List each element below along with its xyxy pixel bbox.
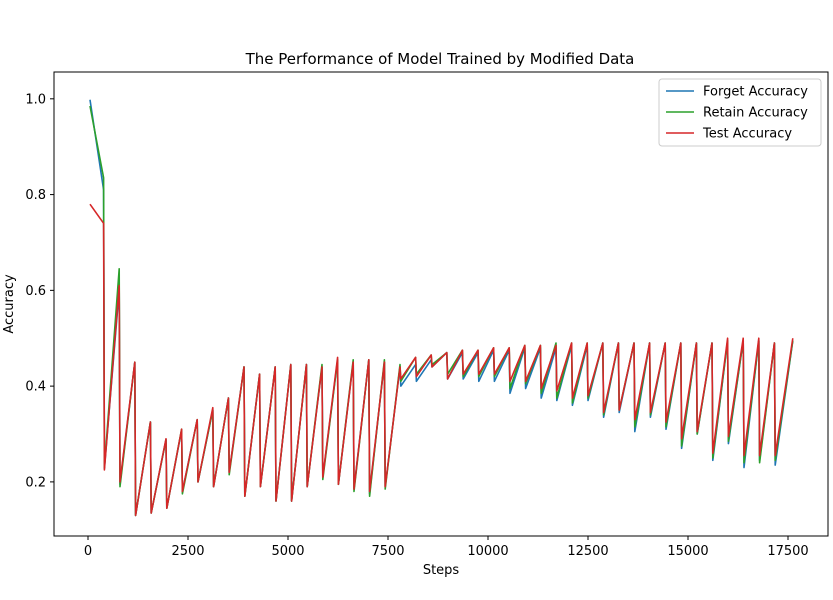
plot-frame bbox=[53, 71, 829, 537]
legend-label: Forget Accuracy bbox=[703, 85, 808, 100]
x-tick-label: 0 bbox=[84, 544, 92, 559]
x-tick-label: 12500 bbox=[567, 544, 608, 559]
x-axis: 0 2500 5000 7500 10000 12500 15000 17500 bbox=[84, 536, 809, 559]
x-tick-label: 15000 bbox=[667, 544, 708, 559]
series-line-forget-accuracy bbox=[89, 99, 794, 517]
x-tick-label: 5000 bbox=[271, 544, 304, 559]
chart-title: The Performance of Model Trained by Modi… bbox=[245, 50, 635, 68]
series-line-test-accuracy bbox=[89, 203, 794, 517]
legend-box bbox=[658, 78, 822, 147]
x-tick-label: 2500 bbox=[171, 544, 204, 559]
x-axis-label: Steps bbox=[423, 563, 460, 578]
y-axis: 0.2 0.4 0.6 0.8 1.0 bbox=[25, 92, 54, 490]
y-axis-label: Accuracy bbox=[2, 274, 17, 334]
legend: Forget Accuracy Retain Accuracy Test Accur… bbox=[658, 78, 822, 147]
series-lines bbox=[89, 99, 794, 517]
x-tick-label: 7500 bbox=[371, 544, 404, 559]
x-tick-label: 10000 bbox=[467, 544, 508, 559]
y-tick-label: 0.6 bbox=[25, 284, 46, 299]
y-tick-label: 0.8 bbox=[25, 188, 46, 203]
y-tick-label: 0.2 bbox=[25, 475, 46, 490]
legend-label: Retain Accuracy bbox=[703, 106, 808, 121]
series-line-retain-accuracy bbox=[89, 105, 794, 517]
y-tick-label: 1.0 bbox=[25, 92, 46, 107]
y-tick-label: 0.4 bbox=[25, 380, 46, 395]
legend-label: Test Accuracy bbox=[702, 127, 792, 142]
x-tick-label: 17500 bbox=[767, 544, 808, 559]
